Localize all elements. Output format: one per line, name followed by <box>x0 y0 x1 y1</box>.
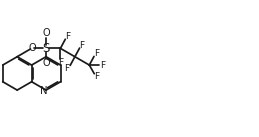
Text: F: F <box>94 72 99 81</box>
Text: F: F <box>58 58 63 67</box>
Text: F: F <box>64 64 70 73</box>
Text: F: F <box>94 49 99 58</box>
Text: F: F <box>79 41 84 50</box>
Text: O: O <box>29 43 37 53</box>
Text: S: S <box>42 42 50 55</box>
Text: N: N <box>40 86 48 96</box>
Text: O: O <box>42 58 50 68</box>
Text: F: F <box>65 32 70 41</box>
Text: O: O <box>42 28 50 38</box>
Text: F: F <box>100 61 105 70</box>
